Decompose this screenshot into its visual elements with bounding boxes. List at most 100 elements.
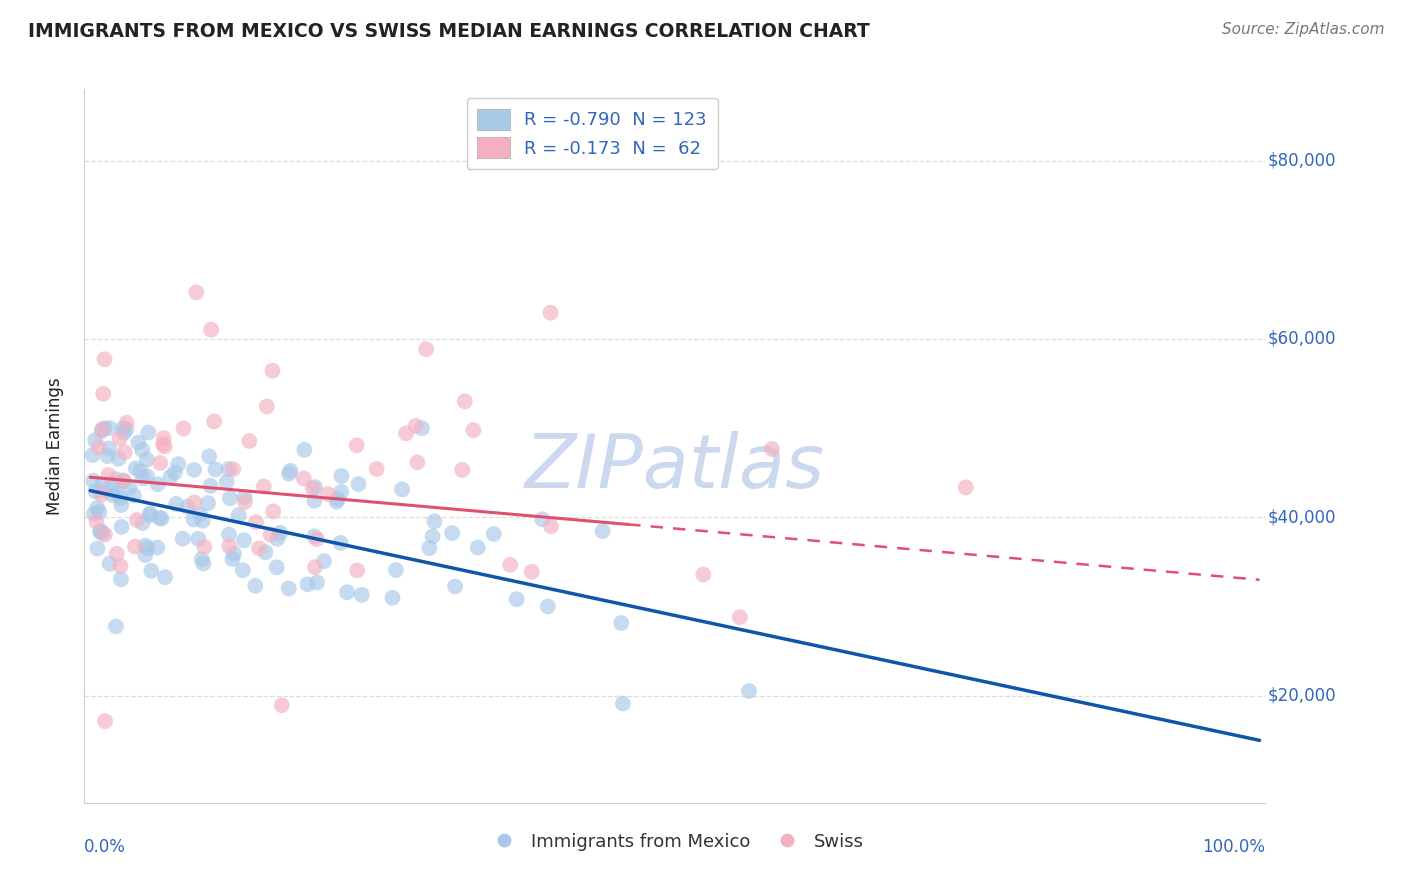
Point <box>107 451 129 466</box>
Point <box>269 525 291 540</box>
Point <box>278 467 301 481</box>
Y-axis label: Median Earnings: Median Earnings <box>45 377 63 515</box>
Point <box>93 421 115 435</box>
Point <box>110 491 132 505</box>
Point <box>256 400 278 414</box>
Point <box>188 508 211 522</box>
Point <box>411 421 433 435</box>
Point <box>167 457 190 471</box>
Point <box>312 554 335 568</box>
Point <box>366 462 388 476</box>
Point <box>118 481 141 495</box>
Point <box>463 423 485 437</box>
Point <box>499 558 522 572</box>
Point <box>152 437 174 451</box>
Point <box>418 541 440 555</box>
Point <box>94 483 117 498</box>
Point <box>172 532 194 546</box>
Point <box>406 455 429 469</box>
Point <box>467 541 489 555</box>
Point <box>90 424 112 438</box>
Point <box>228 508 250 523</box>
Point <box>93 352 115 367</box>
Point <box>186 285 208 300</box>
Point <box>139 508 162 522</box>
Point <box>153 570 176 584</box>
Text: $60,000: $60,000 <box>1268 330 1336 348</box>
Point <box>270 698 292 713</box>
Point <box>218 527 240 541</box>
Point <box>280 464 302 478</box>
Point <box>94 527 117 541</box>
Point <box>98 421 121 435</box>
Point <box>262 504 284 518</box>
Point <box>266 560 288 574</box>
Point <box>112 421 135 435</box>
Point <box>245 515 267 529</box>
Point <box>441 526 464 541</box>
Point <box>305 532 328 546</box>
Point <box>110 498 132 512</box>
Point <box>200 323 222 337</box>
Point <box>103 477 125 491</box>
Point <box>233 490 256 504</box>
Point <box>423 514 446 528</box>
Point <box>115 422 138 436</box>
Point <box>132 471 155 485</box>
Point <box>165 497 187 511</box>
Point <box>304 560 326 574</box>
Point <box>728 610 751 624</box>
Point <box>346 438 368 452</box>
Point <box>187 532 209 546</box>
Legend: Immigrants from Mexico, Swiss: Immigrants from Mexico, Swiss <box>479 826 870 858</box>
Point <box>125 513 148 527</box>
Point <box>101 488 124 502</box>
Point <box>247 541 270 556</box>
Point <box>141 564 163 578</box>
Text: ZIPatlas: ZIPatlas <box>524 432 825 503</box>
Point <box>505 592 527 607</box>
Point <box>97 449 120 463</box>
Point <box>135 452 157 467</box>
Point <box>326 491 349 506</box>
Point <box>176 500 198 514</box>
Point <box>148 511 170 525</box>
Point <box>218 539 240 553</box>
Point <box>86 515 108 529</box>
Point <box>152 431 174 445</box>
Point <box>215 475 238 489</box>
Point <box>292 471 315 485</box>
Point <box>104 472 127 486</box>
Point <box>163 466 186 480</box>
Point <box>127 435 149 450</box>
Point <box>112 474 135 488</box>
Point <box>330 484 353 499</box>
Point <box>110 572 132 586</box>
Point <box>153 440 176 454</box>
Point <box>233 533 256 548</box>
Point <box>395 426 418 441</box>
Point <box>146 477 169 491</box>
Point <box>612 697 634 711</box>
Point <box>329 536 352 550</box>
Point <box>91 477 114 491</box>
Point <box>198 450 221 464</box>
Point <box>159 470 181 484</box>
Point <box>86 501 108 516</box>
Point <box>149 456 172 470</box>
Point <box>183 495 205 509</box>
Point <box>91 525 114 540</box>
Text: $40,000: $40,000 <box>1268 508 1336 526</box>
Point <box>131 442 153 457</box>
Text: $20,000: $20,000 <box>1268 687 1336 705</box>
Point <box>90 488 112 502</box>
Point <box>138 425 160 440</box>
Point <box>105 547 128 561</box>
Point <box>304 529 326 543</box>
Point <box>297 577 319 591</box>
Point <box>94 714 117 728</box>
Point <box>131 516 153 530</box>
Point <box>540 306 562 320</box>
Point <box>592 524 614 538</box>
Point <box>444 579 467 593</box>
